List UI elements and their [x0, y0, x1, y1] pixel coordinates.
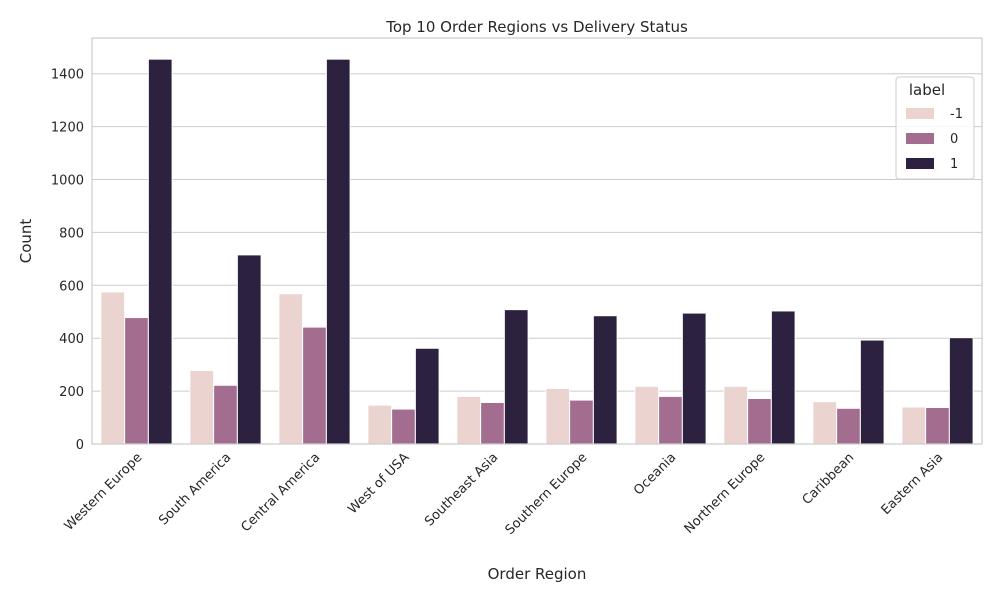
bar [325, 58, 351, 445]
bar [681, 312, 707, 445]
bar [391, 408, 416, 445]
bar [213, 384, 238, 445]
bar [723, 385, 749, 445]
x-tick-label: Southern Europe [503, 450, 591, 538]
y-tick-label: 600 [59, 279, 84, 294]
bar [859, 339, 885, 445]
legend-label: -1 [950, 107, 963, 122]
bar [302, 326, 327, 445]
bar [124, 317, 149, 445]
bar [836, 407, 861, 445]
bar [278, 293, 304, 445]
bar [634, 385, 660, 445]
legend-items: -1 0 1 [906, 107, 963, 172]
legend-title: label [909, 81, 945, 99]
x-tick-label: Northern Europe [682, 450, 769, 537]
bar [812, 401, 838, 445]
bar [658, 395, 683, 445]
bar [456, 395, 482, 445]
bar [545, 387, 571, 445]
bar [480, 401, 505, 445]
y-tick-label: 800 [59, 226, 84, 241]
legend-label: 0 [950, 132, 958, 147]
y-tick-label: 200 [59, 385, 84, 400]
bar [592, 315, 618, 445]
plot-frame [91, 37, 983, 445]
bar [100, 291, 126, 445]
x-tick-label: Caribbean [800, 450, 858, 508]
legend-box [895, 76, 975, 180]
bar [925, 406, 950, 445]
x-axis-label: Order Region [488, 565, 587, 583]
y-tick-label: 1200 [51, 121, 84, 136]
bar [948, 337, 974, 445]
legend-swatch [906, 108, 934, 119]
bar [747, 398, 772, 445]
x-tick-label: Oceania [631, 450, 679, 498]
x-tick-label: Central America [238, 450, 323, 535]
chart-title: Top 10 Order Regions vs Delivery Status [385, 18, 688, 36]
y-tick-label: 1000 [51, 174, 84, 189]
x-tick-label: West of USA [345, 450, 412, 517]
legend-swatch [906, 133, 934, 144]
y-axis-label: Count [17, 219, 35, 264]
bar [367, 404, 393, 445]
bar [414, 347, 440, 445]
x-tick-label: Southeast Asia [422, 450, 501, 529]
x-tick-label: Eastern Asia [879, 450, 947, 518]
bar [147, 58, 173, 445]
bar [770, 310, 796, 445]
bar [503, 309, 529, 445]
y-tick-label: 0 [76, 438, 84, 453]
x-tick-labels: Western Europe South America Central Ameri… [62, 450, 947, 538]
y-tick-label: 1400 [51, 68, 84, 83]
legend-label: 1 [950, 157, 958, 172]
legend: label -1 0 1 [895, 76, 975, 180]
y-tick-label: 400 [59, 332, 84, 347]
bar [189, 369, 215, 445]
x-tick-label: South America [156, 450, 234, 528]
bar [901, 406, 927, 445]
legend-swatch [906, 158, 934, 169]
x-tick-label: Western Europe [62, 450, 146, 534]
bar [569, 399, 594, 445]
bar [236, 254, 262, 445]
y-tick-labels: 0 200 400 600 800 1000 1200 1400 [51, 68, 84, 453]
bars [100, 58, 974, 445]
